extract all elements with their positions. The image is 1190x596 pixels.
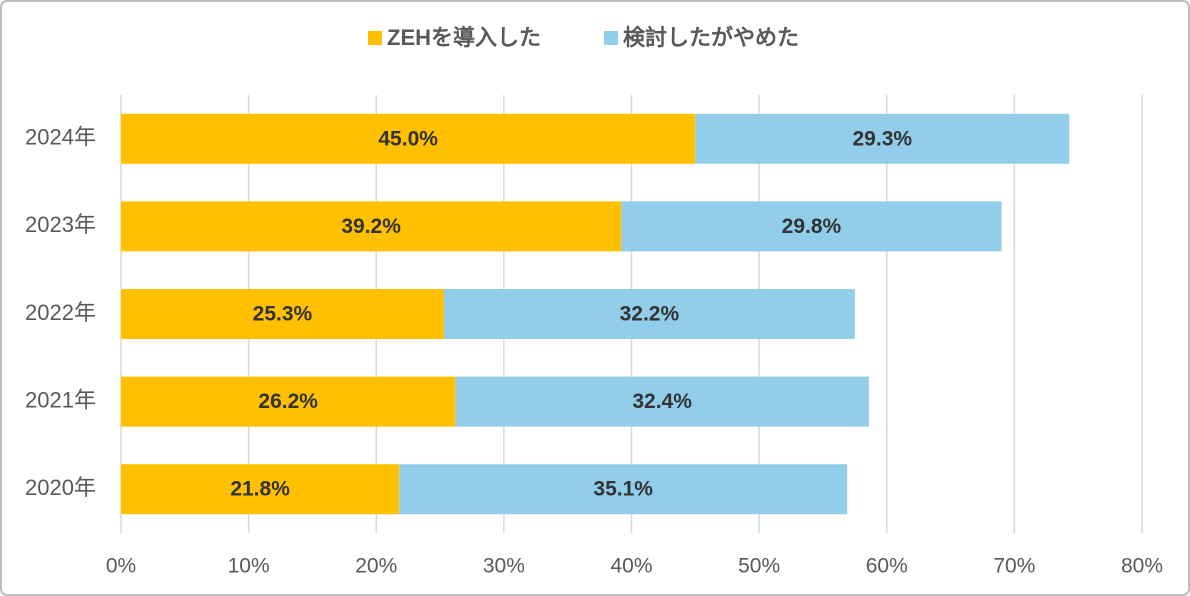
- value-label: 26.2%: [258, 390, 318, 413]
- x-tick-label: 20%: [355, 555, 397, 578]
- x-tick-label: 80%: [1121, 555, 1163, 578]
- value-label: 25.3%: [253, 303, 313, 326]
- x-tick-label: 40%: [610, 555, 652, 578]
- bar-segment: [121, 201, 622, 252]
- x-tick-label: 60%: [866, 555, 908, 578]
- y-tick-label: 2024年: [25, 125, 96, 150]
- y-tick-label: 2022年: [25, 300, 96, 325]
- value-label: 29.8%: [782, 215, 842, 238]
- x-tick-label: 0%: [106, 555, 136, 578]
- legend-swatch: [604, 31, 618, 45]
- value-label: 39.2%: [341, 215, 401, 238]
- bar-segment: [621, 201, 1002, 252]
- bar-segment: [121, 464, 400, 515]
- value-label: 21.8%: [230, 478, 290, 501]
- bar-segment: [455, 376, 869, 427]
- legend-label: ZEHを導入した: [387, 25, 541, 50]
- y-tick-label: 2023年: [25, 212, 96, 237]
- bar-segment: [121, 113, 696, 164]
- value-label: 45.0%: [378, 127, 438, 150]
- y-tick-label: 2020年: [25, 475, 96, 500]
- bar-segment: [443, 289, 855, 339]
- x-tick-label: 70%: [993, 555, 1035, 578]
- value-label: 35.1%: [593, 478, 653, 501]
- value-label: 32.4%: [632, 390, 692, 413]
- x-tick-label: 50%: [738, 555, 780, 578]
- value-label: 32.2%: [620, 303, 680, 326]
- bar-segment: [121, 376, 456, 427]
- bar-segment: [695, 113, 1070, 164]
- labels: 0% 10% 20% 30% 40% 50% 60% 70% 80% 2024年 45.0% 29.3…: [25, 125, 1163, 578]
- x-tick-label: 30%: [483, 555, 525, 578]
- value-label: 29.3%: [853, 127, 913, 150]
- legend-label: 検討したがやめた: [623, 25, 799, 50]
- legend: ZEHを導入した 検討したがやめた: [368, 25, 799, 50]
- bar-segment: [399, 464, 848, 515]
- y-tick-label: 2021年: [25, 387, 96, 412]
- x-tick-label: 10%: [228, 555, 270, 578]
- bar-segment: [121, 289, 444, 339]
- legend-swatch: [368, 31, 382, 45]
- bars: [121, 113, 1070, 515]
